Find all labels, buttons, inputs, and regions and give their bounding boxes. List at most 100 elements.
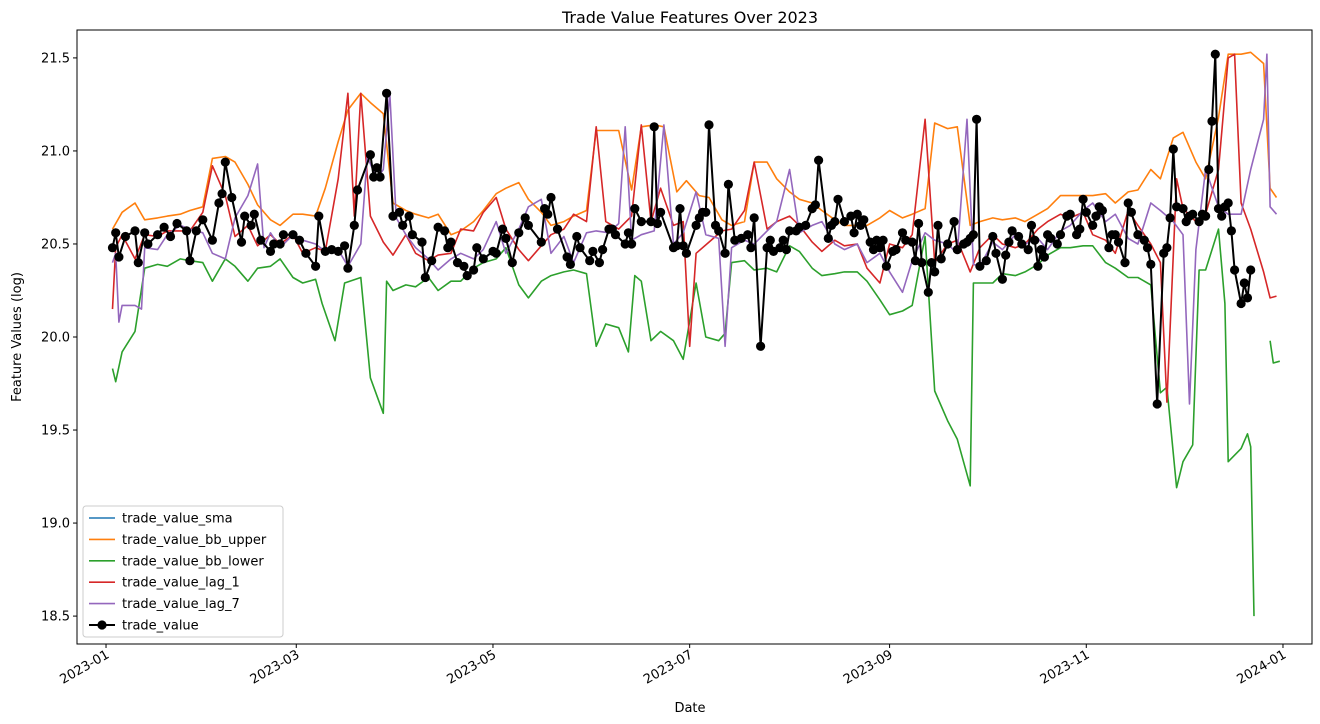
data-point-trade-value [1201,211,1211,221]
data-point-trade-value [610,230,621,240]
data-point-trade-value [1078,194,1088,204]
data-point-trade-value [120,231,130,242]
data-point-trade-value [1033,261,1043,271]
data-point-trade-value [875,243,885,253]
data-point-trade-value [398,220,408,230]
data-point-trade-value [801,220,811,230]
legend-label-trade-value-bb-upper: trade_value_bb_upper [122,533,267,548]
data-point-trade-value [691,220,701,230]
data-point-trade-value [536,237,546,247]
data-point-trade-value [1091,211,1101,221]
chart-title: Trade Value Features Over 2023 [561,8,818,27]
data-point-trade-value [636,217,646,227]
data-point-trade-value [1178,204,1188,214]
data-point-trade-value [501,233,511,243]
data-point-trade-value [198,215,208,225]
data-point-trade-value [427,256,437,266]
data-point-trade-value [369,172,379,182]
data-point-trade-value [1081,207,1091,217]
data-point-trade-value [498,224,508,234]
data-point-trade-value [407,230,417,240]
data-point-trade-value [704,120,714,130]
data-point-trade-value [1152,399,1162,409]
data-point-trade-value [949,217,959,227]
data-point-trade-value [343,263,353,273]
data-point-trade-value [933,220,943,230]
data-point-trade-value [562,252,572,262]
data-point-trade-value [972,114,982,124]
data-point-trade-value [275,239,285,249]
data-point-trade-value [743,230,753,240]
data-point-trade-value [191,226,201,236]
data-point-trade-value [265,246,276,256]
data-point-trade-value [301,248,311,258]
data-point-trade-value [1239,278,1249,288]
data-point-trade-value [923,287,933,297]
data-point-trade-value [507,258,517,268]
series-line-trade-value-bb-upper [111,51,1278,236]
data-point-trade-value [872,235,882,245]
data-point-trade-value [185,256,195,266]
data-point-trade-value [823,233,833,243]
data-point-trade-value [891,245,901,255]
data-point-trade-value [294,235,305,245]
data-point-trade-value [1194,217,1204,227]
legend-label-trade-value-bb-lower: trade_value_bb_lower [122,554,264,569]
data-point-trade-value [1226,226,1236,236]
y-axis: 18.5 19.0 19.5 20.0 20.5 21.0 21.5 [41,51,77,625]
data-point-trade-value [349,220,359,230]
data-point-trade-value [1162,243,1172,253]
data-point-trade-value [269,239,279,249]
data-point-trade-value [681,248,692,258]
data-point-trade-value [1223,198,1233,208]
data-point-trade-value [114,252,124,262]
data-point-trade-value [627,239,637,249]
data-point-trade-value [1142,243,1153,253]
data-point-trade-value [675,204,685,214]
data-point-trade-value [394,207,405,217]
legend: trade_value_sma trade_value_bb_uppertrade… [82,505,284,638]
y-axis-title: Feature Values (log) [10,272,25,402]
data-point-trade-value [478,254,488,264]
legend-marker-trade-value [97,620,107,630]
data-point-trade-value [623,228,634,238]
data-point-trade-value [852,209,862,219]
data-point-trade-value [111,228,121,238]
data-point-trade-value [1113,237,1124,247]
data-point-trade-value [594,258,605,268]
data-point-trade-value [182,226,192,236]
data-point-trade-value [1188,209,1198,219]
data-point-trade-value [1146,259,1156,269]
data-point-trade-value [943,239,953,249]
data-point-trade-value [656,207,666,217]
data-point-trade-value [785,226,795,236]
data-point-trade-value [649,122,659,132]
data-point-trade-value [572,231,582,242]
data-point-trade-value [1052,239,1062,249]
series-line-trade-value-bb-lower-tail [1269,340,1281,364]
data-point-trade-value [997,274,1008,284]
data-point-trade-value [227,192,237,203]
data-point-trade-value [1017,239,1027,249]
y-tick-label: 19.0 [41,517,70,532]
data-point-trade-value [1097,205,1107,216]
data-point-trade-value [214,198,224,208]
data-point-trade-value [546,192,556,203]
data-point-trade-value [1217,211,1227,221]
series-line-trade-value-bb-lower [111,228,1255,617]
data-point-trade-value [1104,243,1114,253]
data-point-trade-value [372,163,382,173]
data-point-trade-value [1014,231,1024,242]
data-point-trade-value [1007,226,1017,236]
data-point-trade-value [701,207,711,217]
data-point-trade-value [1165,213,1175,223]
legend-box [82,505,284,638]
data-point-trade-value [1236,298,1246,309]
plot-area [107,49,1281,617]
data-point-trade-value [620,239,630,249]
data-point-trade-value [575,243,585,253]
data-point-trade-value [565,259,576,269]
data-point-trade-value [236,237,247,247]
data-point-trade-value [382,88,392,98]
data-point-trade-value [417,237,427,247]
